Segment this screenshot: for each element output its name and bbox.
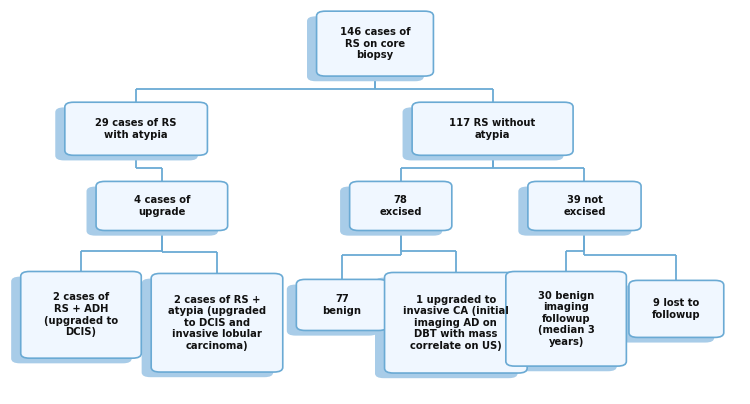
Text: 2 cases of
RS + ADH
(upgraded to
DCIS): 2 cases of RS + ADH (upgraded to DCIS) [44,292,118,337]
Text: 77
benign: 77 benign [322,294,362,316]
Text: 29 cases of RS
with atypia: 29 cases of RS with atypia [95,118,177,139]
Text: 9 lost to
followup: 9 lost to followup [652,298,700,320]
FancyBboxPatch shape [64,102,208,155]
Text: 146 cases of
RS on core
biopsy: 146 cases of RS on core biopsy [340,27,410,60]
FancyBboxPatch shape [528,181,641,231]
FancyBboxPatch shape [316,11,434,76]
FancyBboxPatch shape [385,272,527,373]
FancyBboxPatch shape [350,181,452,231]
Text: 1 upgraded to
invasive CA (initial
imaging AD on
DBT with mass
correlate on US): 1 upgraded to invasive CA (initial imagi… [403,295,508,351]
Text: 117 RS without
atypia: 117 RS without atypia [449,118,536,139]
FancyBboxPatch shape [56,107,198,160]
FancyBboxPatch shape [496,277,616,371]
FancyBboxPatch shape [629,280,724,337]
FancyBboxPatch shape [286,284,378,336]
FancyBboxPatch shape [296,280,388,330]
FancyBboxPatch shape [412,102,573,155]
FancyBboxPatch shape [21,271,141,358]
FancyBboxPatch shape [403,107,563,160]
FancyBboxPatch shape [506,271,626,366]
FancyBboxPatch shape [340,187,442,236]
Text: 30 benign
imaging
followup
(median 3
years): 30 benign imaging followup (median 3 yea… [538,290,595,347]
FancyBboxPatch shape [307,16,424,81]
FancyBboxPatch shape [96,181,228,231]
FancyBboxPatch shape [375,278,518,378]
FancyBboxPatch shape [620,286,714,343]
FancyBboxPatch shape [142,279,273,377]
Text: 4 cases of
upgrade: 4 cases of upgrade [134,195,190,217]
FancyBboxPatch shape [11,277,132,363]
Text: 39 not
excised: 39 not excised [563,195,606,217]
FancyBboxPatch shape [152,274,283,372]
Text: 78
excised: 78 excised [380,195,422,217]
Text: 2 cases of RS +
atypia (upgraded
to DCIS and
invasive lobular
carcinoma): 2 cases of RS + atypia (upgraded to DCIS… [168,295,266,351]
FancyBboxPatch shape [86,187,218,236]
FancyBboxPatch shape [518,187,632,236]
